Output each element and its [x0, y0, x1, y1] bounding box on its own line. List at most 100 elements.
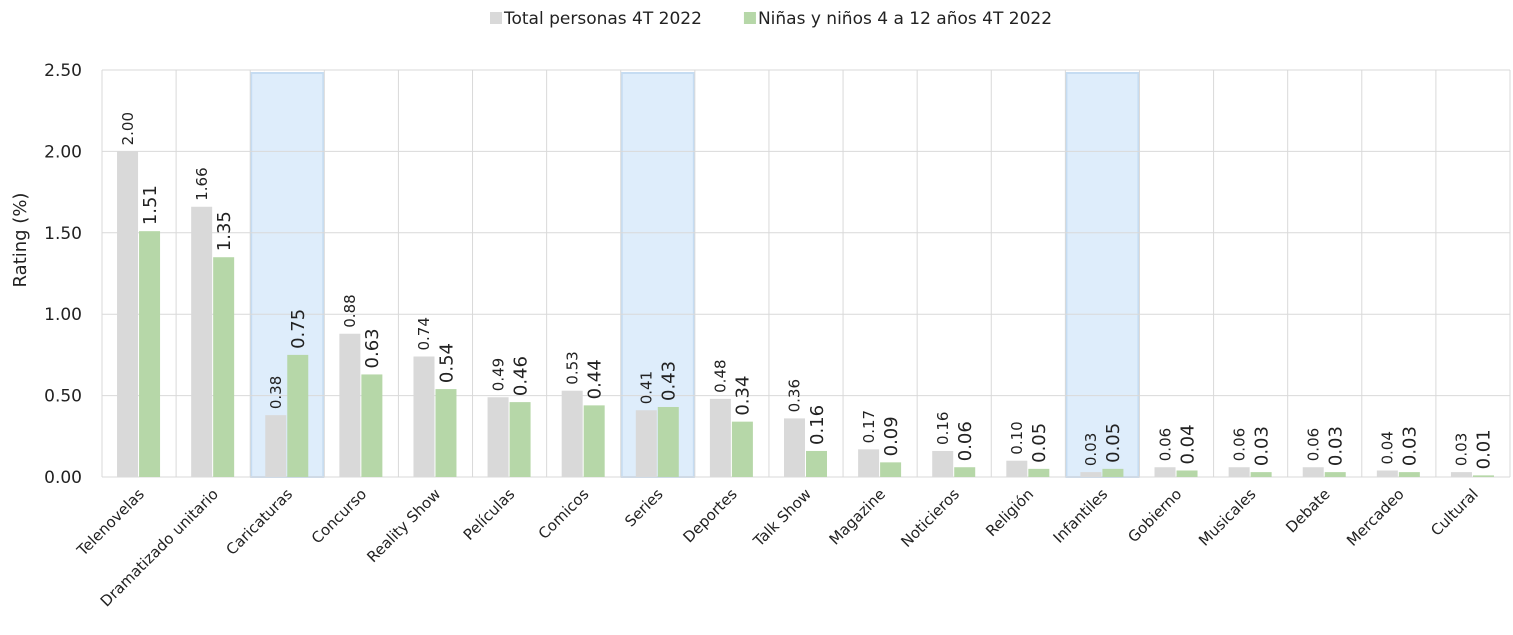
- bar: [657, 406, 679, 477]
- bar: [954, 467, 976, 477]
- value-label: 0.36: [786, 379, 804, 412]
- x-tick-label: Telenovelas: [73, 485, 148, 560]
- bar: [213, 257, 235, 477]
- bar: [1176, 470, 1198, 477]
- bar: [1028, 468, 1050, 477]
- value-label: 0.04: [1379, 431, 1397, 464]
- bar: [1228, 467, 1250, 477]
- value-label: 2.00: [119, 112, 137, 145]
- value-label: 0.04: [1177, 424, 1198, 464]
- bar: [709, 398, 731, 477]
- x-tick-label: Noticieros: [897, 485, 963, 551]
- x-tick-label: Comicos: [535, 485, 593, 543]
- value-label: 0.03: [1400, 426, 1421, 466]
- bar: [1324, 472, 1346, 477]
- highlight-band: [1065, 72, 1140, 478]
- x-tick-label: Caricaturas: [223, 485, 297, 559]
- value-label: 0.74: [415, 317, 433, 350]
- value-label: 0.03: [1326, 426, 1347, 466]
- bar: [509, 402, 531, 477]
- x-tick-label: Religión: [982, 485, 1037, 540]
- value-label: 0.16: [807, 405, 828, 445]
- value-label: 0.44: [584, 359, 605, 399]
- value-label: 0.53: [563, 351, 581, 384]
- x-tick-label: Concurso: [308, 485, 370, 547]
- value-label: 0.05: [1103, 423, 1124, 463]
- legend-label: Total personas 4T 2022: [503, 9, 702, 29]
- x-tick-label: Gobierno: [1124, 485, 1185, 546]
- bar: [287, 354, 309, 477]
- bar: [583, 405, 605, 477]
- bar: [1472, 475, 1494, 477]
- x-tick-label: Infantiles: [1050, 485, 1112, 547]
- value-label: 0.06: [1230, 428, 1248, 461]
- x-tick-label: Talk Show: [749, 485, 815, 551]
- bar: [1398, 472, 1420, 477]
- bar: [880, 462, 902, 477]
- bar: [1450, 472, 1472, 477]
- y-tick-label: 1.50: [44, 224, 82, 244]
- value-label: 0.16: [934, 412, 952, 445]
- bar: [1006, 460, 1028, 477]
- bar: [932, 450, 954, 477]
- x-tick-label: Reality Show: [363, 485, 444, 566]
- bar: [117, 151, 139, 477]
- value-label: 0.06: [955, 421, 976, 461]
- value-label: 0.54: [436, 343, 457, 383]
- x-tick-label: Series: [621, 485, 666, 530]
- value-label: 0.34: [733, 376, 754, 416]
- bar: [784, 418, 805, 477]
- y-tick-label: 1.00: [44, 305, 82, 325]
- value-label: 0.17: [860, 410, 878, 443]
- bar: [191, 206, 213, 477]
- bar: [1250, 472, 1272, 477]
- legend-swatch: [490, 12, 502, 24]
- value-label: 0.88: [341, 294, 359, 327]
- bar: [1376, 470, 1398, 477]
- bar: [561, 390, 583, 477]
- bar: [1080, 472, 1102, 477]
- value-label: 1.51: [140, 185, 161, 225]
- value-label: 0.46: [510, 356, 531, 396]
- value-label: 0.43: [659, 361, 680, 401]
- value-label: 0.38: [267, 376, 285, 409]
- bar: [361, 374, 383, 477]
- value-label: 0.41: [638, 371, 656, 404]
- x-tick-label: Mercadeo: [1343, 485, 1408, 550]
- value-label: 0.06: [1156, 428, 1174, 461]
- value-label: 0.03: [1453, 433, 1471, 466]
- x-tick-label: Debate: [1282, 485, 1333, 536]
- value-label: 1.35: [214, 211, 235, 251]
- legend-swatch: [743, 12, 756, 24]
- y-tick-label: 2.00: [44, 142, 82, 162]
- bar: [435, 389, 457, 477]
- legend-label: Niñas y niños 4 a 12 años 4T 2022: [758, 9, 1052, 29]
- x-tick-label: Magazine: [826, 485, 889, 548]
- value-label: 0.10: [1008, 421, 1026, 454]
- bar: [1154, 467, 1176, 477]
- x-tick-label: Deportes: [680, 485, 741, 546]
- bar: [413, 356, 435, 477]
- value-label: 0.03: [1251, 426, 1272, 466]
- bar: [1102, 468, 1124, 477]
- bar: [635, 410, 657, 477]
- value-label: 0.48: [712, 359, 730, 392]
- bar: [858, 449, 880, 477]
- x-tick-label: Cultural: [1427, 485, 1481, 539]
- bar: [1302, 467, 1324, 477]
- value-label: 0.09: [881, 416, 902, 456]
- bar: [487, 397, 509, 477]
- y-tick-label: 0.50: [44, 387, 82, 407]
- value-label: 0.63: [362, 328, 383, 368]
- y-axis-title: Rating (%): [10, 193, 31, 288]
- value-label: 0.03: [1082, 433, 1100, 466]
- value-label: 0.49: [489, 358, 507, 391]
- x-tick-label: Películas: [460, 485, 519, 544]
- y-tick-label: 2.50: [44, 61, 82, 81]
- bar: [731, 421, 753, 477]
- value-label: 0.75: [288, 309, 309, 349]
- y-tick-label: 0.00: [44, 468, 82, 488]
- bar: [265, 415, 287, 477]
- bar: [806, 450, 827, 477]
